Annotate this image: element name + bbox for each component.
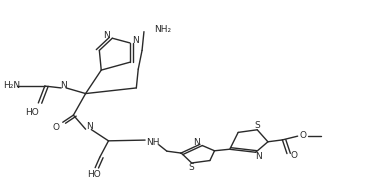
Text: N: N: [132, 36, 139, 45]
Text: N: N: [193, 138, 200, 147]
Text: HO: HO: [25, 108, 39, 117]
Text: N: N: [103, 31, 110, 40]
Text: N: N: [255, 152, 262, 161]
Text: HO: HO: [87, 170, 100, 179]
Text: NH: NH: [146, 138, 159, 147]
Text: O: O: [53, 123, 60, 132]
Text: H₂N: H₂N: [3, 81, 20, 90]
Text: N: N: [86, 122, 93, 132]
Text: O: O: [300, 131, 306, 140]
Text: S: S: [254, 121, 260, 130]
Text: O: O: [290, 151, 297, 160]
Text: NH₂: NH₂: [154, 25, 171, 34]
Text: N: N: [61, 81, 67, 90]
Text: S: S: [189, 163, 195, 172]
